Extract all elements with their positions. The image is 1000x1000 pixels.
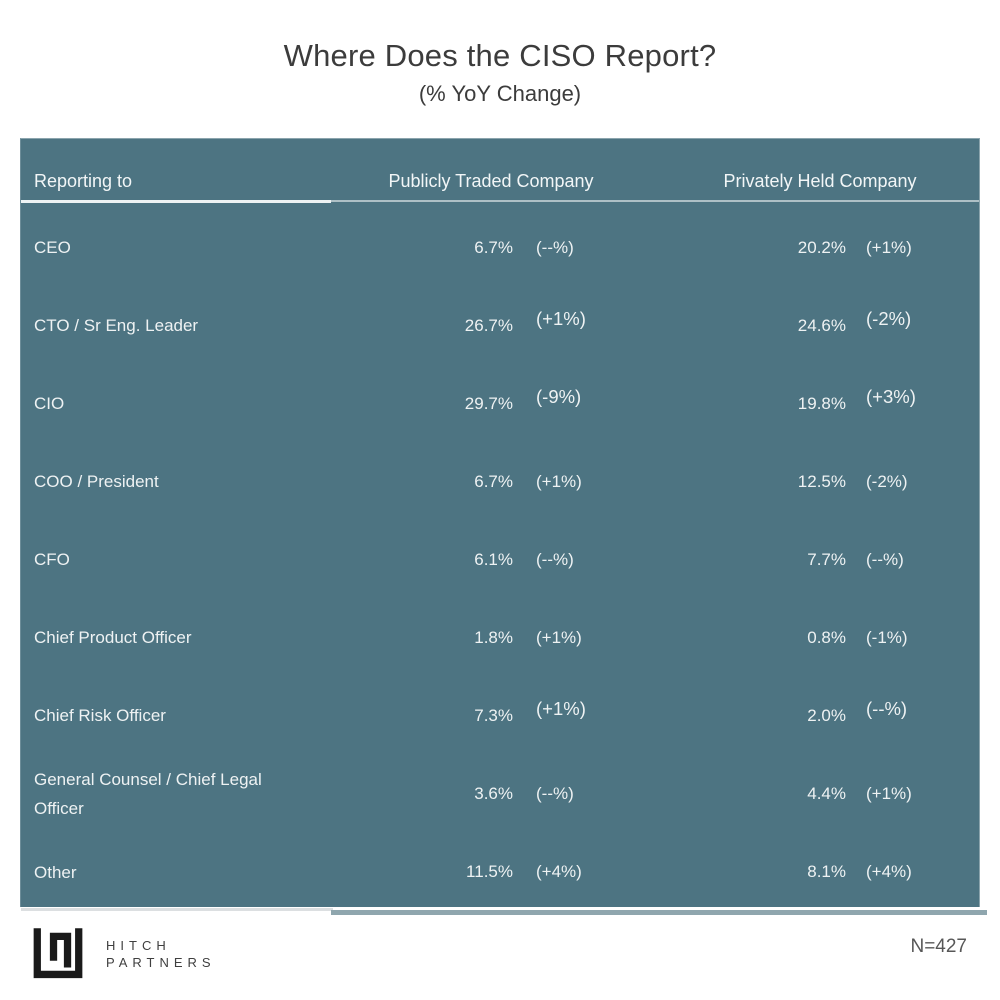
- table-row: General Counsel / Chief Legal Officer 3.…: [21, 751, 979, 829]
- private-value: 12.5%: [797, 471, 846, 491]
- public-value: 26.7%: [464, 315, 513, 335]
- hitch-partners-logo: HITCH PARTNERS: [30, 926, 216, 982]
- private-value: 24.6%: [797, 315, 846, 335]
- private-value: 19.8%: [797, 393, 846, 413]
- table-row: CTO / Sr Eng. Leader 26.7% (+1%) 24.6% (…: [21, 282, 979, 360]
- private-change: (--%): [866, 698, 908, 720]
- table-body: CEO 6.7% (--%) 20.2% (+1%) CTO / Sr Eng.…: [21, 204, 979, 907]
- public-value: 6.7%: [474, 471, 513, 491]
- public-value: 1.8%: [474, 628, 513, 648]
- row-label: CTO / Sr Eng. Leader: [34, 315, 199, 335]
- logo-line-partners: PARTNERS: [106, 955, 216, 970]
- private-change: (+4%): [866, 862, 912, 882]
- public-change: (+1%): [536, 628, 582, 648]
- private-change: (-1%): [866, 628, 908, 648]
- public-value: 7.3%: [474, 706, 513, 726]
- sample-size-note: N=427: [910, 936, 967, 957]
- row-label: CFO: [34, 550, 70, 570]
- column-header-publicly-traded: Publicly Traded Company: [388, 171, 594, 191]
- table-bottom-border-right: [331, 910, 987, 915]
- table-row: CFO 6.1% (--%) 7.7% (--%): [21, 516, 979, 594]
- public-change: (-9%): [536, 385, 582, 407]
- private-change: (--%): [866, 549, 904, 569]
- private-value: 7.7%: [807, 549, 846, 569]
- private-change: (+3%): [866, 385, 916, 407]
- public-value: 3.6%: [474, 784, 513, 804]
- public-value: 11.5%: [466, 862, 513, 882]
- row-label: Chief Risk Officer: [34, 706, 166, 726]
- private-change: (+1%): [866, 784, 912, 804]
- public-change: (+1%): [536, 698, 586, 720]
- table-header-row: Reporting to Publicly Traded Company Pri…: [21, 139, 979, 203]
- table-row: COO / President 6.7% (+1%) 12.5% (-2%): [21, 438, 979, 516]
- header-underline: [21, 200, 331, 203]
- public-change: (+1%): [536, 307, 586, 329]
- row-label: COO / President: [34, 472, 159, 491]
- column-header-reporting-to: Reporting to: [34, 171, 133, 191]
- table-row: CEO 6.7% (--%) 20.2% (+1%): [21, 204, 979, 282]
- public-change: (+1%): [536, 471, 582, 491]
- row-label: CEO: [34, 237, 71, 257]
- table-row: Chief Risk Officer 7.3% (+1%) 2.0% (--%): [21, 673, 979, 751]
- hitch-partners-logo-text: HITCH PARTNERS: [106, 937, 216, 971]
- private-change: (-2%): [866, 307, 912, 329]
- table-row: Other 11.5% (+4%) 8.1% (+4%): [21, 829, 979, 907]
- public-value: 6.7%: [474, 237, 513, 257]
- title-block: Where Does the CISO Report? (% YoY Chang…: [0, 38, 1000, 107]
- public-change: (--%): [536, 784, 574, 804]
- logo-line-hitch: HITCH: [106, 938, 171, 953]
- row-label: General Counsel / Chief Legal Officer: [34, 769, 262, 819]
- row-label: Other: [34, 862, 77, 882]
- ciso-report-table: Reporting to Publicly Traded Company Pri…: [20, 138, 987, 915]
- private-value: 20.2%: [797, 237, 846, 257]
- public-value: 6.1%: [474, 549, 513, 569]
- public-value: 29.7%: [464, 393, 513, 413]
- table-row: CIO 29.7% (-9%) 19.8% (+3%): [21, 360, 979, 438]
- table-bottom-border-left: [21, 908, 333, 911]
- public-change: (--%): [536, 237, 574, 257]
- private-value: 2.0%: [807, 706, 846, 726]
- page-subtitle: (% YoY Change): [418, 81, 582, 106]
- private-value: 4.4%: [807, 784, 846, 804]
- private-value: 0.8%: [807, 628, 846, 648]
- row-label: CIO: [34, 393, 65, 413]
- private-value: 8.1%: [807, 862, 846, 882]
- private-change: (+1%): [866, 237, 912, 257]
- page-title: Where Does the CISO Report?: [283, 38, 717, 73]
- public-change: (--%): [536, 549, 574, 569]
- table-row: Chief Product Officer 1.8% (+1%) 0.8% (-…: [21, 595, 979, 673]
- column-header-privately-held: Privately Held Company: [723, 171, 917, 191]
- private-change: (-2%): [866, 471, 908, 491]
- public-change: (+4%): [536, 862, 582, 882]
- row-label: Chief Product Officer: [34, 628, 192, 648]
- hitch-partners-logo-icon: [33, 928, 83, 979]
